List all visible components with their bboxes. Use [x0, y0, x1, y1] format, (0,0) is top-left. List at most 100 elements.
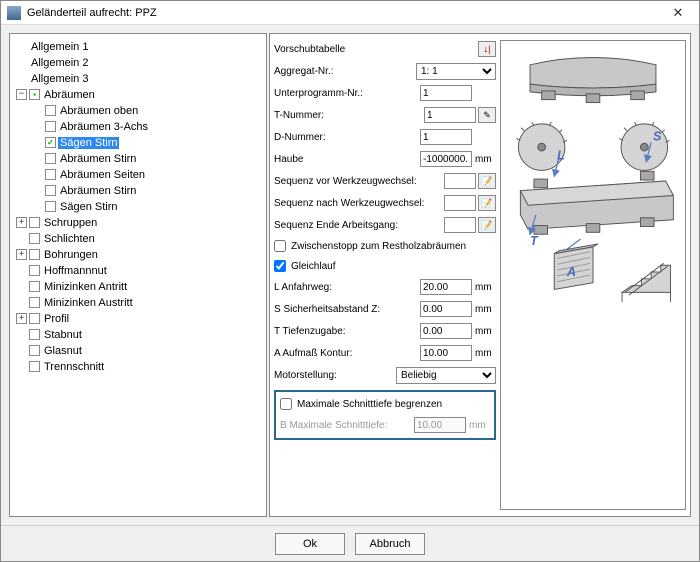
- svg-text:L: L: [557, 149, 565, 163]
- diagram-svg: L S T A: [501, 41, 685, 321]
- a-label: A Aufmaß Kontur:: [274, 348, 420, 359]
- checkbox-icon[interactable]: [29, 361, 40, 372]
- checkbox-icon[interactable]: [29, 329, 40, 340]
- checkbox-icon[interactable]: [29, 313, 40, 324]
- seq-ende-input[interactable]: [444, 217, 476, 233]
- tree-item-profil[interactable]: Profil: [42, 313, 71, 325]
- checkbox-icon[interactable]: [45, 121, 56, 132]
- aggregat-label: Aggregat-Nr.:: [274, 66, 416, 77]
- b-label: B Maximale Schnitttiefe:: [280, 420, 414, 431]
- dnummer-input[interactable]: [420, 129, 472, 145]
- tree-item-saegen-stirn2[interactable]: Sägen Stirn: [58, 201, 119, 213]
- diagram-panel: L S T A: [500, 40, 686, 510]
- t-input[interactable]: [420, 323, 472, 339]
- checkbox-icon[interactable]: [29, 297, 40, 308]
- tree-item-abraeumen-seiten[interactable]: Abräumen Seiten: [58, 169, 147, 181]
- seq-ende-edit-button[interactable]: 📝: [478, 217, 496, 233]
- motor-select[interactable]: Beliebig: [396, 367, 496, 384]
- checkbox-icon[interactable]: [29, 217, 40, 228]
- expand-icon[interactable]: +: [16, 313, 27, 324]
- expand-icon[interactable]: +: [16, 249, 27, 260]
- checkbox-icon[interactable]: [29, 281, 40, 292]
- tree-panel[interactable]: Allgemein 1 Allgemein 2 Allgemein 3 −▪Ab…: [9, 33, 267, 517]
- checkbox-icon[interactable]: [45, 201, 56, 212]
- checkbox-icon[interactable]: [29, 249, 40, 260]
- checkbox-icon[interactable]: [29, 265, 40, 276]
- expand-icon[interactable]: −: [16, 89, 27, 100]
- tree-item-abraeumen[interactable]: Abräumen: [42, 89, 97, 101]
- svg-text:S: S: [653, 129, 662, 143]
- unterprogramm-label: Unterprogramm-Nr.:: [274, 88, 420, 99]
- ok-button[interactable]: Ok: [275, 533, 345, 555]
- checkbox-icon[interactable]: [29, 345, 40, 356]
- checkbox-icon[interactable]: [45, 137, 56, 148]
- a-input[interactable]: [420, 345, 472, 361]
- tree-item-saegen-stirn[interactable]: Sägen Stirn: [58, 137, 119, 149]
- tree-item-trennschnitt[interactable]: Trennschnitt: [42, 361, 106, 373]
- haube-input[interactable]: [420, 151, 472, 167]
- tree-item-bohrungen[interactable]: Bohrungen: [42, 249, 100, 261]
- seq-nach-label: Sequenz nach Werkzeugwechsel:: [274, 198, 444, 209]
- seq-ende-label: Sequenz Ende Arbeitsgang:: [274, 220, 444, 231]
- tree-item-hoffmannnut[interactable]: Hoffmannnut: [42, 265, 109, 277]
- seq-vor-label: Sequenz vor Werkzeugwechsel:: [274, 176, 444, 187]
- checkbox-icon[interactable]: [45, 153, 56, 164]
- tree-item-abraeumen-stirn[interactable]: Abräumen Stirn: [58, 153, 138, 165]
- tree-item-abraeumen-stirn2[interactable]: Abräumen Stirn: [58, 185, 138, 197]
- s-input[interactable]: [420, 301, 472, 317]
- max-begrenzen-checkbox[interactable]: [280, 398, 292, 410]
- close-button[interactable]: ✕: [663, 3, 693, 23]
- l-input[interactable]: [420, 279, 472, 295]
- tree-item-allgemein2[interactable]: Allgemein 2: [29, 57, 90, 69]
- seq-nach-input[interactable]: [444, 195, 476, 211]
- tnummer-change-button[interactable]: ✎: [478, 107, 496, 123]
- checkbox-icon[interactable]: ▪: [29, 89, 40, 100]
- seq-vor-edit-button[interactable]: 📝: [478, 173, 496, 189]
- checkbox-icon[interactable]: [45, 105, 56, 116]
- svg-text:T: T: [530, 234, 539, 248]
- checkbox-icon[interactable]: [45, 185, 56, 196]
- unit-mm: mm: [466, 420, 490, 431]
- seq-vor-input[interactable]: [444, 173, 476, 189]
- tree-item-schlichten[interactable]: Schlichten: [42, 233, 97, 245]
- unit-mm: mm: [472, 304, 496, 315]
- tree-item-minizinken-antritt[interactable]: Minizinken Antritt: [42, 281, 129, 293]
- unit-mm: mm: [472, 348, 496, 359]
- seq-nach-edit-button[interactable]: 📝: [478, 195, 496, 211]
- s-label: S Sicherheitsabstand Z:: [274, 304, 420, 315]
- svg-text:A: A: [566, 265, 576, 279]
- tree-item-abraeumen-oben[interactable]: Abräumen oben: [58, 105, 140, 117]
- motor-label: Motorstellung:: [274, 370, 396, 381]
- highlight-group: Maximale Schnitttiefe begrenzen B Maxima…: [274, 390, 496, 440]
- tnummer-input[interactable]: [424, 107, 476, 123]
- titlebar: Geländerteil aufrecht: PPZ ✕: [1, 1, 699, 25]
- button-bar: Ok Abbruch: [1, 525, 699, 561]
- expand-icon[interactable]: +: [16, 217, 27, 228]
- vorschub-icon-button[interactable]: ↓|: [478, 41, 496, 57]
- tree-item-stabnut[interactable]: Stabnut: [42, 329, 84, 341]
- unit-mm: mm: [472, 326, 496, 337]
- window-title: Geländerteil aufrecht: PPZ: [27, 7, 663, 19]
- checkbox-icon[interactable]: [45, 169, 56, 180]
- unterprogramm-input[interactable]: [420, 85, 472, 101]
- tree-item-glasnut[interactable]: Glasnut: [42, 345, 84, 357]
- tree-item-abraeumen-3achs[interactable]: Abräumen 3-Achs: [58, 121, 150, 133]
- max-begrenzen-label: Maximale Schnitttiefe begrenzen: [297, 399, 442, 410]
- unit-mm: mm: [472, 282, 496, 293]
- t-label: T Tiefenzugabe:: [274, 326, 420, 337]
- cancel-button[interactable]: Abbruch: [355, 533, 425, 555]
- tree-item-allgemein3[interactable]: Allgemein 3: [29, 73, 90, 85]
- zwischenstopp-label: Zwischenstopp zum Restholzabräumen: [291, 241, 466, 252]
- content-area: Allgemein 1 Allgemein 2 Allgemein 3 −▪Ab…: [1, 25, 699, 525]
- tree-item-minizinken-austritt[interactable]: Minizinken Austritt: [42, 297, 135, 309]
- tree-item-allgemein1[interactable]: Allgemein 1: [29, 41, 90, 53]
- form-panel: Vorschubtabelle ↓| Aggregat-Nr.: 1: 1 Un…: [269, 33, 691, 517]
- tree-item-schruppen[interactable]: Schruppen: [42, 217, 99, 229]
- aggregat-select[interactable]: 1: 1: [416, 63, 496, 80]
- checkbox-icon[interactable]: [29, 233, 40, 244]
- vorschubtabelle-label: Vorschubtabelle: [274, 44, 476, 55]
- gleichlauf-checkbox[interactable]: [274, 260, 286, 272]
- gleichlauf-label: Gleichlauf: [291, 261, 335, 272]
- unit-mm: mm: [472, 154, 496, 165]
- zwischenstopp-checkbox[interactable]: [274, 240, 286, 252]
